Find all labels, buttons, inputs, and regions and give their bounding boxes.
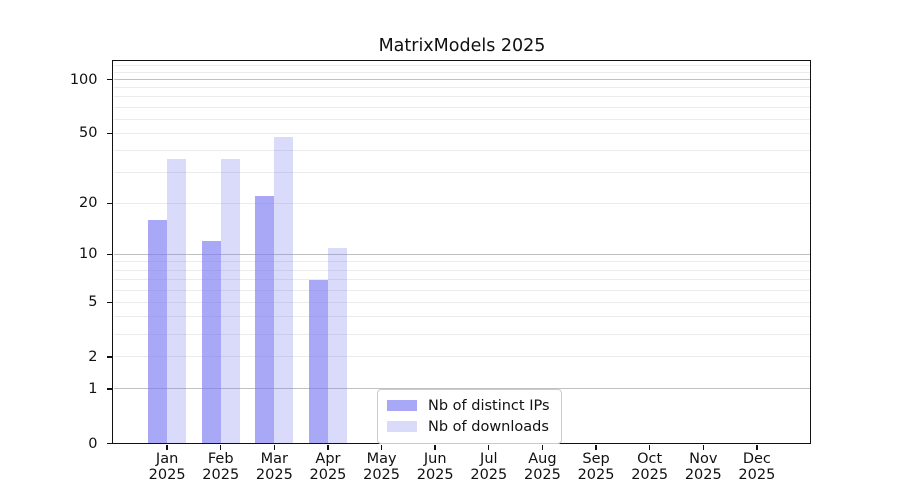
legend-swatch-distinct-ips (387, 400, 417, 411)
gridline-minor (113, 87, 811, 89)
gridline-minor (113, 279, 811, 281)
y-axis-tick (106, 78, 112, 81)
bar-distinct-ips (308, 279, 328, 444)
x-axis-tick-label: Apr 2025 (309, 451, 347, 483)
x-axis-tick-label: Jul 2025 (470, 451, 508, 483)
y-axis-tick-label: 10 (79, 246, 98, 263)
x-axis-tick-label: Dec 2025 (738, 451, 776, 483)
x-axis-tick-label: Feb 2025 (202, 451, 240, 483)
gridline-major (113, 253, 811, 255)
x-axis-tick (220, 445, 222, 450)
gridline-minor (113, 261, 811, 263)
x-axis-tick (648, 445, 651, 450)
y-axis-tick (106, 356, 112, 358)
legend-label-distinct-ips: Nb of distinct IPs (428, 397, 550, 414)
bar-downloads (220, 158, 240, 444)
x-axis-tick-label: Nov 2025 (684, 451, 722, 483)
y-axis-tick (106, 202, 112, 205)
y-axis-tick (106, 253, 112, 256)
bar-downloads (167, 158, 187, 444)
x-axis-tick-label: Jun 2025 (416, 451, 454, 483)
gridline-major (113, 388, 811, 390)
legend: Nb of distinct IPs Nb of downloads (377, 389, 562, 444)
gridline-minor (113, 132, 811, 134)
bar-downloads (327, 247, 347, 444)
bar-downloads (274, 136, 294, 444)
x-axis-tick (541, 445, 544, 450)
gridline-minor (113, 106, 811, 108)
gridline-minor (113, 71, 811, 73)
y-axis-tick (106, 388, 112, 390)
x-axis-tick (488, 445, 490, 450)
x-axis-tick-label: May 2025 (363, 451, 401, 483)
legend-entry-distinct-ips: Nb of distinct IPs (387, 395, 550, 416)
x-axis-tick (434, 445, 436, 450)
y-axis-tick-label: 2 (88, 348, 98, 365)
gridline-minor (113, 202, 811, 204)
gridline-minor (113, 301, 811, 303)
x-axis-tick-label: Mar 2025 (255, 451, 293, 483)
x-axis-tick-label: Oct 2025 (631, 451, 669, 483)
bar-distinct-ips (148, 220, 168, 444)
legend-entry-downloads: Nb of downloads (387, 416, 550, 437)
x-axis-tick (702, 445, 704, 450)
gridline-minor (113, 150, 811, 152)
y-axis-tick-label: 20 (79, 195, 98, 212)
x-axis-tick (595, 445, 597, 450)
chart-title: MatrixModels 2025 (378, 36, 546, 56)
y-axis-tick-label: 0 (88, 435, 98, 452)
gridline-minor (113, 333, 811, 335)
gridline-minor (113, 316, 811, 318)
gridline-minor (113, 96, 811, 98)
y-axis-tick-label: 50 (79, 125, 98, 142)
legend-swatch-downloads (387, 421, 417, 432)
x-axis-tick-label: Sep 2025 (577, 451, 615, 483)
gridline-minor (113, 269, 811, 271)
x-axis-tick-label: Jan 2025 (148, 451, 186, 483)
bar-distinct-ips (255, 196, 275, 444)
y-axis-tick (106, 442, 112, 445)
x-axis-tick-label: Aug 2025 (523, 451, 561, 483)
x-axis-tick (756, 445, 758, 450)
bar-distinct-ips (201, 241, 221, 444)
x-axis-tick (273, 445, 276, 450)
y-axis-tick-label: 5 (88, 294, 98, 311)
y-axis-tick-label: 100 (69, 71, 98, 88)
x-axis-tick (380, 445, 383, 450)
y-axis-tick-label: 1 (88, 380, 98, 397)
y-axis-tick (106, 132, 112, 135)
gridline-major (113, 79, 811, 81)
gridline-minor (113, 118, 811, 120)
gridline-minor (113, 289, 811, 291)
x-axis-tick (166, 445, 168, 450)
gridline-minor (113, 172, 811, 174)
y-axis-tick (106, 301, 112, 303)
legend-label-downloads: Nb of downloads (428, 418, 549, 435)
gridline-minor (113, 64, 811, 66)
x-axis-tick (327, 445, 329, 450)
gridline-minor (113, 356, 811, 358)
